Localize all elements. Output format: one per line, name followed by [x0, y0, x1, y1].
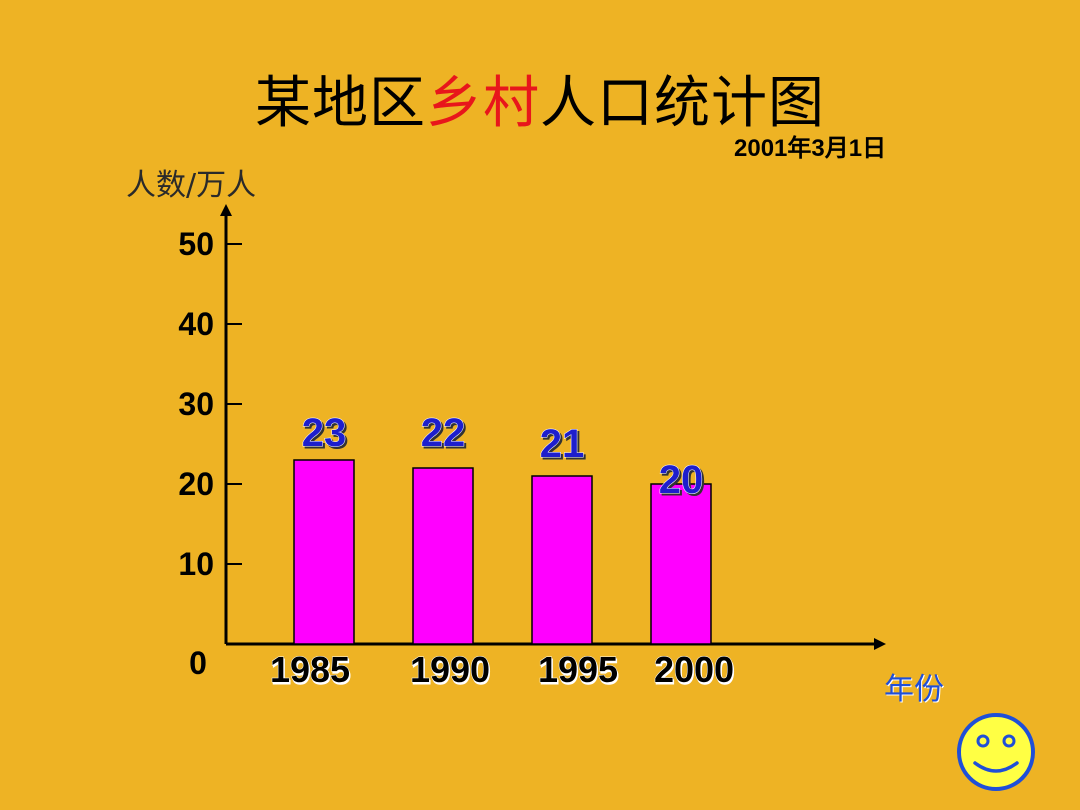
title-suffix: 人口统计图 [540, 71, 825, 136]
x-tick-label: 1990 [410, 649, 490, 690]
title-prefix: 某地区 [255, 71, 426, 136]
y-axis-label: 人数/万人 [126, 168, 257, 203]
bar [293, 459, 355, 645]
y-axis-arrow [220, 204, 232, 216]
x-tick-label: 1995 [538, 649, 618, 690]
chart-title: 某地区乡村人口统计图 [0, 58, 1080, 139]
bar [531, 475, 593, 645]
y-tick-label: 50 [178, 226, 214, 262]
data-label: 20 [659, 458, 704, 502]
y-tick-label: 0 [189, 645, 207, 681]
x-tick-label: 1985 [270, 649, 350, 690]
y-tick-label: 20 [178, 466, 214, 502]
y-tick-label: 10 [178, 546, 214, 582]
x-axis-arrow [874, 638, 886, 650]
y-tick-label: 40 [178, 306, 214, 342]
smiley-icon[interactable] [955, 711, 1037, 793]
y-tick-label: 30 [178, 386, 214, 422]
title-highlight: 乡村 [426, 71, 540, 136]
x-tick-label: 2000 [654, 649, 734, 690]
bars: 23 22 21 20 [293, 411, 712, 645]
data-label: 23 [302, 411, 347, 455]
bar [650, 483, 712, 645]
x-axis-label: 年份 [884, 672, 944, 707]
y-ticks: 0 10 20 30 40 50 [178, 226, 242, 681]
data-label: 21 [540, 422, 585, 466]
x-ticks: 1985 1990 1995 2000 [269, 649, 734, 691]
data-label: 22 [421, 411, 466, 455]
bar [412, 467, 474, 645]
chart-date: 2001年3月1日 [734, 135, 887, 162]
